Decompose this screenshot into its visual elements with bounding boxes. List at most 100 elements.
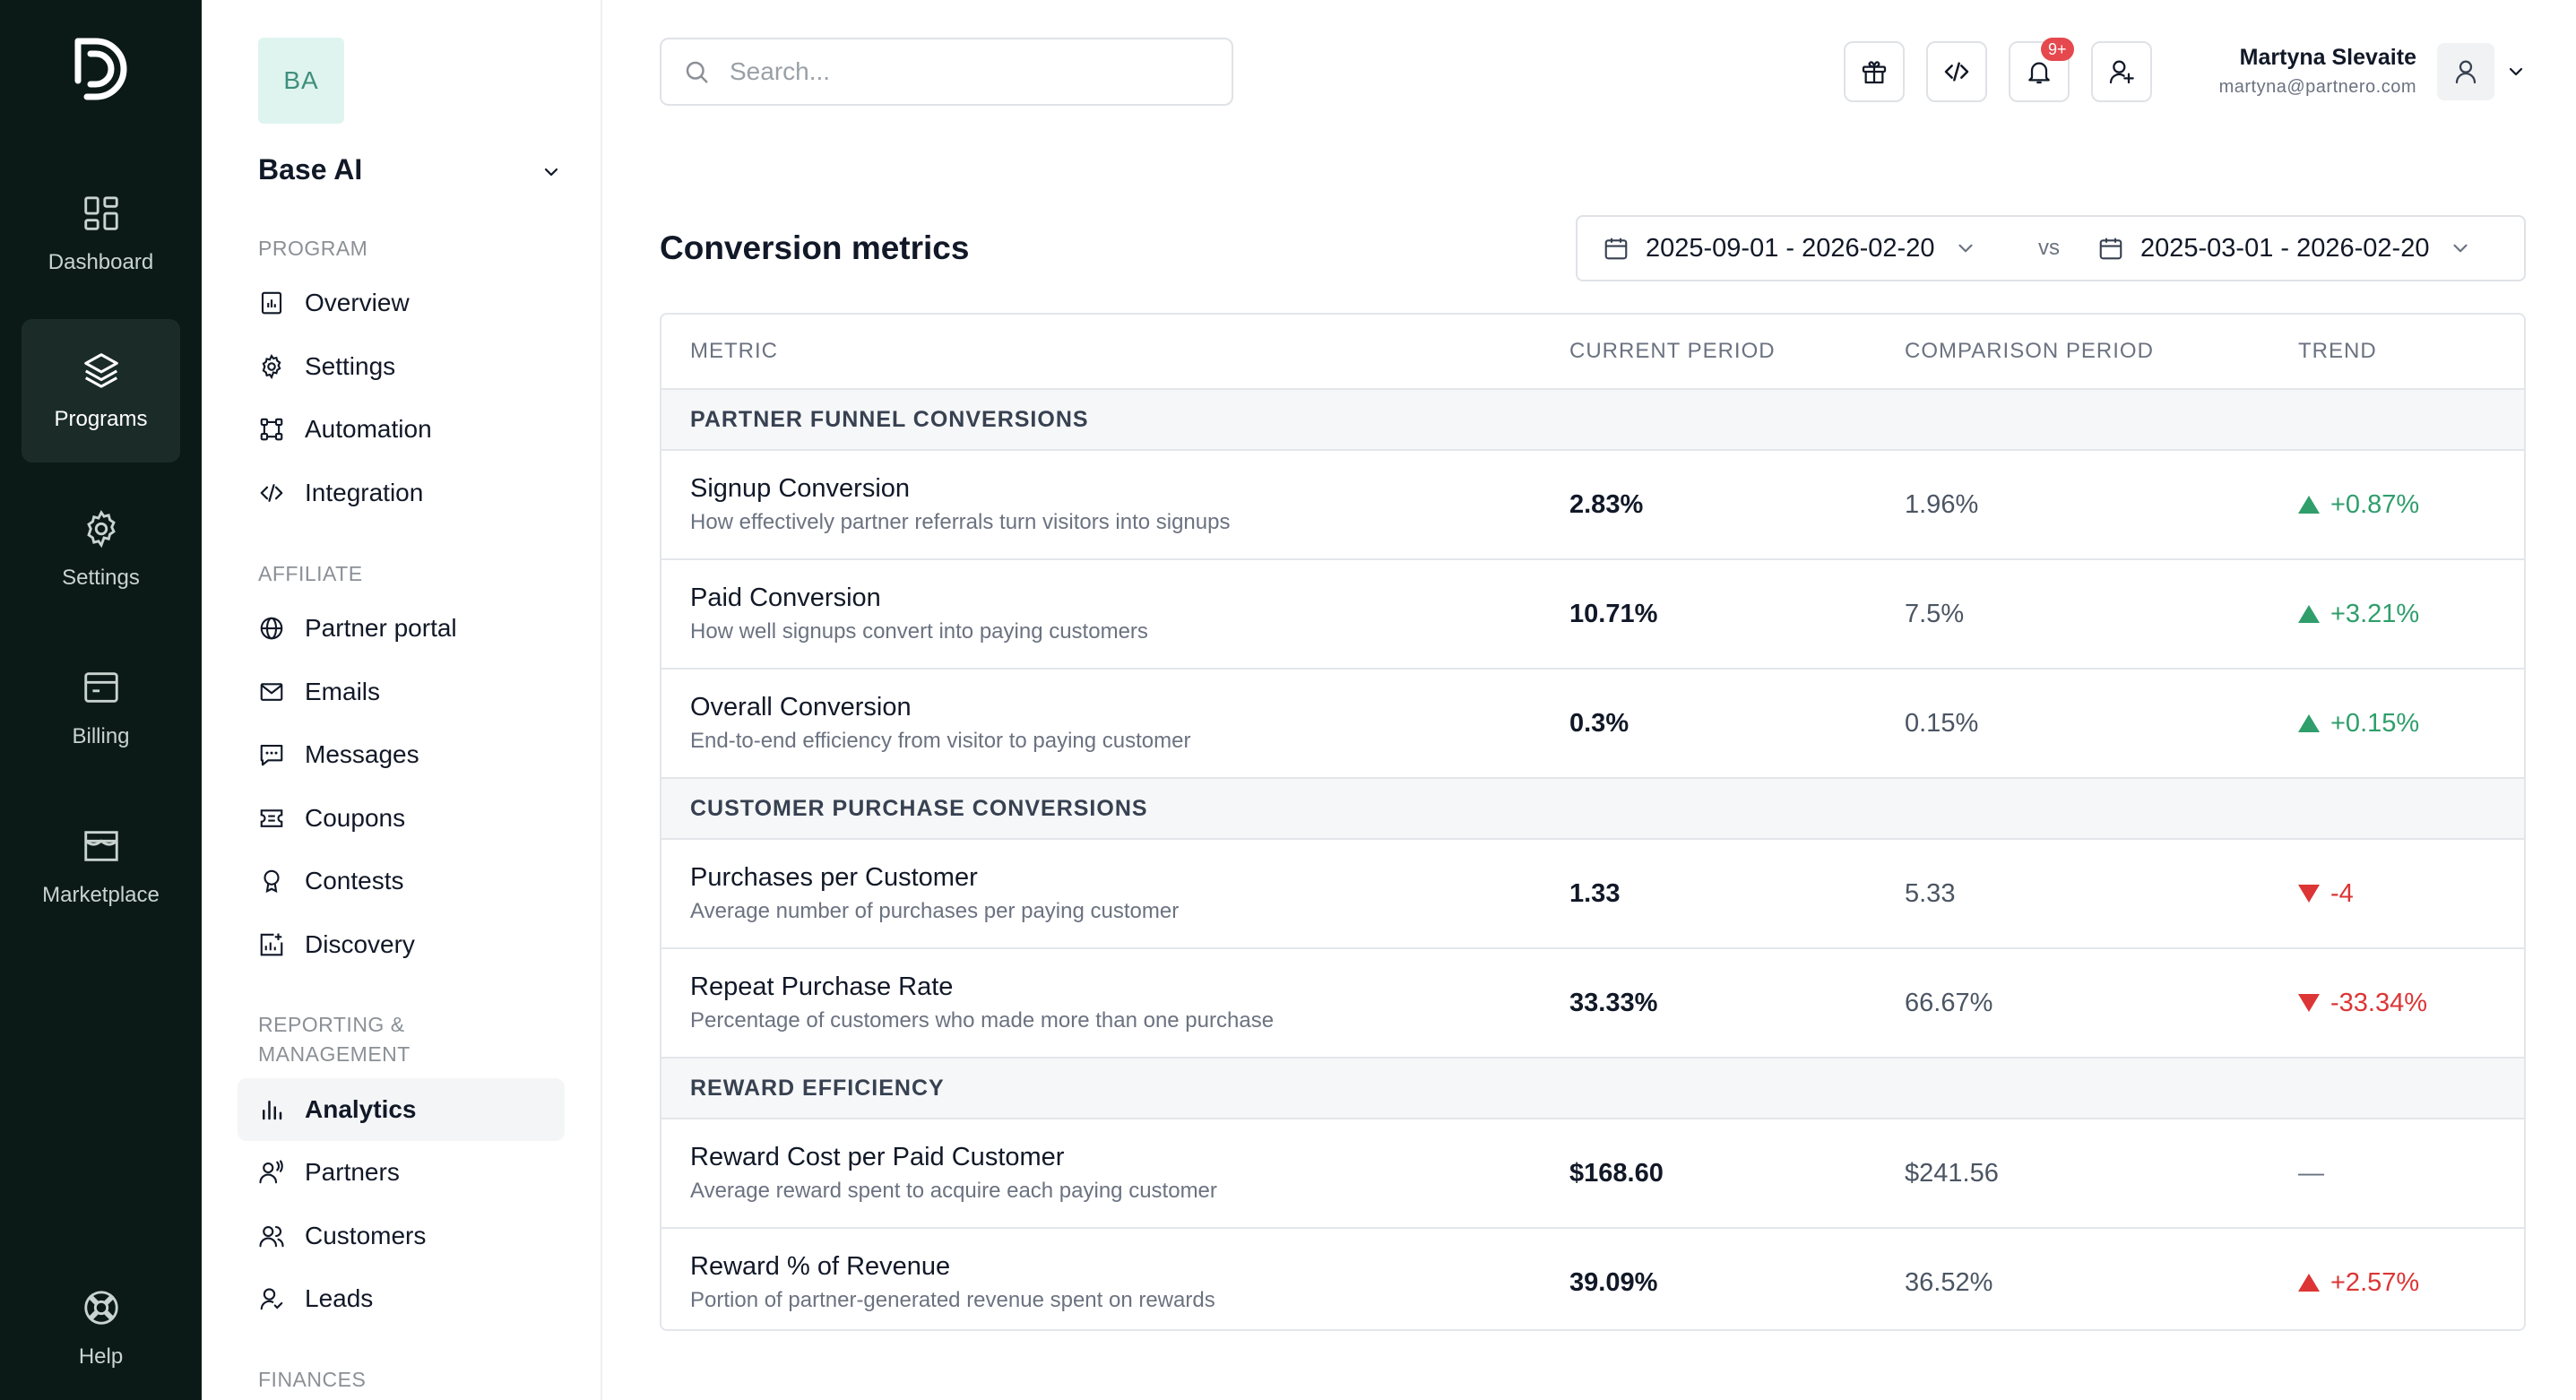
metric-description: Average reward spent to acquire each pay… [690, 1179, 1217, 1203]
current-value: 39.09% [1569, 1268, 1658, 1297]
sidebar-item-analytics[interactable]: Analytics [238, 1078, 565, 1141]
sidebar-item-overview[interactable]: Overview [238, 272, 565, 334]
rail-billing-label: Billing [72, 724, 130, 748]
globe-icon [260, 617, 283, 640]
sidebar-item-label: Discovery [305, 930, 415, 958]
sidebar-item-label: Contests [305, 867, 404, 894]
dashboard-icon [83, 196, 118, 230]
sidebar-item-integration[interactable]: Integration [238, 462, 565, 524]
rail-dashboard[interactable]: Dashboard [22, 162, 180, 306]
chevron-down-icon[interactable] [2505, 61, 2527, 82]
current-value: 10.71% [1569, 600, 1658, 628]
header-trend: TREND [2298, 339, 2377, 363]
calendar-icon [1604, 238, 1628, 260]
search-icon [686, 61, 708, 83]
rail-dashboard-label: Dashboard [48, 250, 154, 274]
current-value: 2.83% [1569, 490, 1644, 519]
sidebar-item-discovery[interactable]: Discovery [238, 913, 565, 976]
sidebar-item-contests[interactable]: Contests [238, 850, 565, 912]
notification-badge: 9+ [2041, 38, 2074, 61]
calendar-icon [2099, 238, 2122, 260]
sidebar-item-emails[interactable]: Emails [238, 661, 565, 723]
gift-button[interactable] [1844, 41, 1905, 102]
partnero-logo-icon[interactable] [71, 34, 130, 104]
header-comparison-period: COMPARISON PERIOD [1905, 339, 2154, 363]
search-box[interactable] [660, 38, 1233, 106]
code-icon [260, 484, 283, 502]
user-icon [2455, 60, 2477, 84]
rail-marketplace[interactable]: Marketplace [22, 795, 180, 938]
sidebar-item-leads[interactable]: Leads [238, 1267, 565, 1330]
user-avatar[interactable] [2437, 43, 2494, 100]
trend-value: +0.15% [2330, 708, 2420, 738]
rail-billing[interactable]: Billing [22, 636, 180, 780]
rail-help-label: Help [78, 1344, 124, 1369]
metric-description: End-to-end efficiency from visitor to pa… [690, 729, 1191, 753]
comparison-value: 1.96% [1905, 490, 1979, 519]
current-range-picker[interactable]: 2025-09-01 - 2026-02-20 [1603, 217, 1977, 280]
sidebar-item-label: Analytics [305, 1095, 417, 1123]
sidebar-item-messages[interactable]: Messages [238, 723, 565, 786]
metric-name: Paid Conversion [690, 583, 881, 612]
gift-icon [1862, 61, 1887, 84]
rail-settings-label: Settings [62, 566, 140, 590]
sidebar-item-coupons[interactable]: Coupons [238, 787, 565, 850]
group-partner-funnel: PARTNER FUNNEL CONVERSIONS [661, 390, 2524, 451]
rail-help[interactable]: Help [22, 1257, 180, 1400]
metrics-table: METRIC CURRENT PERIOD COMPARISON PERIOD … [660, 313, 2526, 1331]
user-name[interactable]: Martyna Slevaite [2239, 45, 2416, 70]
sidebar-item-label: Automation [305, 415, 432, 443]
metric-name: Repeat Purchase Rate [690, 972, 954, 1001]
table-row: Reward Cost per Paid Customer Average re… [661, 1119, 2524, 1229]
discovery-icon [260, 933, 283, 956]
bell-icon [2028, 62, 2050, 84]
sidebar-item-label: Messages [305, 740, 419, 768]
sidebar-item-partner-portal[interactable]: Partner portal [238, 597, 565, 660]
message-icon [260, 744, 283, 766]
comparison-value: 7.5% [1905, 600, 1965, 628]
header-current-period: CURRENT PERIOD [1569, 339, 1776, 363]
rail-settings[interactable]: Settings [22, 478, 180, 621]
section-reporting-line1: REPORTING & [258, 1013, 405, 1036]
section-reporting-line2: MANAGEMENT [258, 1042, 411, 1066]
rail-programs[interactable]: Programs [22, 319, 180, 462]
trend-cell: +0.15% [2298, 670, 2419, 777]
metric-description: Portion of partner-generated revenue spe… [690, 1288, 1215, 1312]
page-title: Conversion metrics [660, 229, 970, 266]
sidebar-item-label: Overview [305, 289, 410, 316]
comparison-range-picker[interactable]: 2025-03-01 - 2026-02-20 [2097, 217, 2472, 280]
trend-down-icon [2298, 994, 2320, 1012]
notifications-button[interactable]: 9+ [2009, 38, 2074, 102]
comparison-value: 36.52% [1905, 1268, 1993, 1297]
current-range-text: 2025-09-01 - 2026-02-20 [1646, 233, 1935, 263]
section-program-label: PROGRAM [258, 237, 368, 260]
metric-name: Overall Conversion [690, 693, 912, 722]
developer-button[interactable] [1926, 41, 1987, 102]
trend-value: +2.57% [2330, 1267, 2420, 1297]
comparison-value: $241.56 [1905, 1159, 1999, 1188]
sidebar-item-customers[interactable]: Customers [238, 1205, 565, 1267]
org-avatar[interactable]: BA [258, 38, 344, 124]
trend-cell: — [2298, 1119, 2324, 1227]
metric-description: How well signups convert into paying cus… [690, 619, 1148, 644]
metric-name: Purchases per Customer [690, 863, 978, 892]
trend-value: +0.87% [2330, 489, 2420, 519]
sidebar-item-partners[interactable]: Partners [238, 1141, 565, 1204]
table-row: Purchases per Customer Average number of… [661, 840, 2524, 949]
org-name[interactable]: Base AI [258, 153, 363, 186]
table-header: METRIC CURRENT PERIOD COMPARISON PERIOD … [661, 315, 2524, 390]
sidebar-item-automation[interactable]: Automation [238, 398, 565, 461]
sidebar-item-label: Customers [305, 1222, 427, 1249]
table-row: Signup Conversion How effectively partne… [661, 451, 2524, 560]
metric-name: Signup Conversion [690, 474, 911, 503]
trend-value: -4 [2330, 878, 2354, 908]
invite-user-button[interactable] [2091, 41, 2152, 102]
trend-value: -33.34% [2330, 988, 2428, 1017]
trend-down-icon [2298, 885, 2320, 903]
chevron-down-icon[interactable] [540, 161, 562, 183]
vs-label: vs [2038, 236, 2060, 260]
rail-programs-label: Programs [54, 407, 148, 431]
sidebar-item-settings[interactable]: Settings [238, 335, 565, 398]
search-input[interactable] [730, 57, 1196, 86]
report-icon [261, 291, 282, 315]
